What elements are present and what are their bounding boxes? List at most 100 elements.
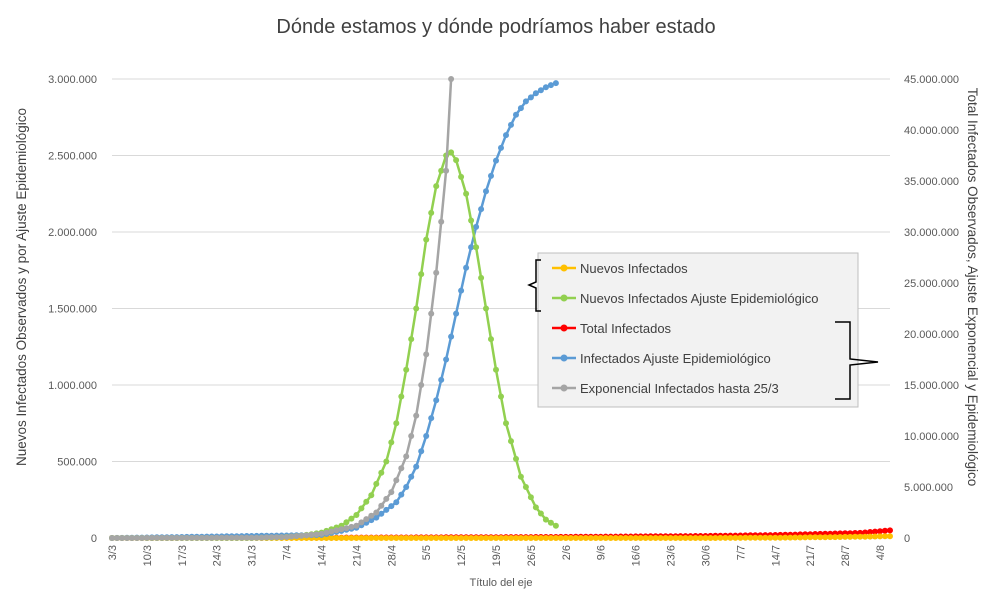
data-point	[373, 535, 380, 541]
x-tick: 21/7	[805, 545, 817, 566]
data-point	[478, 206, 485, 213]
data-point	[363, 498, 370, 505]
x-tick: 28/4	[386, 545, 398, 566]
data-point	[273, 534, 280, 541]
x-tick: 31/3	[247, 545, 259, 566]
data-point	[817, 534, 824, 541]
legend-marker	[560, 324, 568, 332]
data-point	[647, 535, 654, 541]
gridlines	[112, 78, 890, 539]
legend-marker	[560, 354, 568, 362]
data-point	[418, 271, 425, 278]
data-point	[542, 516, 549, 523]
data-point	[702, 535, 709, 541]
data-point	[607, 535, 614, 541]
data-point	[552, 80, 559, 87]
x-tick: 24/3	[212, 545, 224, 566]
data-point	[428, 209, 435, 216]
data-point	[622, 535, 629, 541]
data-point	[158, 534, 165, 541]
data-point	[483, 305, 489, 312]
data-point	[687, 535, 694, 541]
data-point	[537, 535, 544, 541]
data-point	[547, 519, 554, 526]
data-point	[637, 535, 644, 541]
data-point	[712, 535, 719, 541]
data-point	[527, 94, 534, 101]
data-point	[612, 535, 619, 541]
data-point	[882, 533, 888, 540]
data-point	[358, 535, 365, 541]
data-point	[887, 533, 893, 540]
data-point	[298, 532, 305, 539]
data-point	[383, 495, 390, 502]
data-point	[597, 535, 604, 541]
data-point	[503, 132, 509, 139]
data-point	[847, 533, 854, 540]
data-point	[537, 87, 544, 94]
data-point	[468, 217, 475, 224]
data-point	[522, 484, 529, 490]
data-point	[697, 535, 704, 541]
data-point	[133, 535, 140, 541]
x-tick: 4/8	[875, 545, 887, 560]
legend-entry: Infectados Ajuste Epidemiológico	[580, 351, 771, 366]
data-point	[338, 526, 345, 533]
data-point	[717, 534, 724, 541]
data-point	[827, 534, 834, 541]
data-point	[508, 438, 514, 445]
data-point	[837, 534, 844, 540]
data-point	[473, 244, 480, 251]
legend-entry: Total Infectados	[580, 321, 672, 336]
data-point	[348, 523, 355, 530]
data-point	[867, 533, 874, 540]
legend-box	[537, 252, 859, 408]
data-point	[383, 458, 390, 465]
data-point	[143, 534, 150, 541]
data-point	[443, 356, 450, 363]
data-point	[358, 519, 365, 526]
data-point	[383, 535, 390, 541]
data-point	[328, 528, 335, 535]
data-point	[453, 535, 460, 541]
series-exponencial-infectados-hasta-25-3	[109, 76, 455, 541]
data-point	[747, 534, 754, 541]
data-point	[517, 105, 524, 112]
data-point	[493, 535, 499, 541]
data-point	[468, 535, 475, 541]
data-point	[862, 529, 869, 536]
legend: Nuevos Infectados Nuevos Infectados Ajust…	[527, 252, 879, 408]
y-tick-left: 1.000.000	[48, 380, 97, 392]
data-point	[527, 535, 534, 541]
data-point	[173, 534, 180, 541]
x-tick: 14/7	[770, 545, 782, 566]
data-point	[473, 535, 480, 541]
x-tick: 16/6	[631, 545, 643, 566]
data-point	[498, 144, 504, 151]
data-point	[373, 514, 380, 521]
left-axis-ticks: 0 500.000 1.000.000 1.500.000 2.000.000 2.500…	[48, 74, 97, 545]
x-tick: 14/4	[316, 545, 328, 566]
data-point	[787, 534, 794, 541]
data-point	[343, 535, 350, 541]
data-point	[428, 310, 435, 317]
data-point	[403, 484, 410, 490]
data-point	[408, 535, 415, 541]
data-point	[353, 512, 360, 518]
data-point	[812, 534, 819, 541]
data-point	[772, 534, 779, 541]
y-tick-right: 15.000.000	[904, 380, 959, 392]
data-point	[483, 535, 489, 541]
data-point	[388, 489, 395, 496]
data-point	[453, 157, 460, 164]
legend-marker	[560, 384, 568, 392]
y-tick-left: 2.000.000	[48, 227, 97, 239]
data-point	[577, 535, 584, 541]
data-point	[493, 366, 499, 373]
data-point	[338, 535, 345, 541]
data-point	[513, 535, 519, 541]
data-point	[438, 535, 445, 541]
data-point	[413, 463, 420, 470]
data-point	[792, 534, 799, 541]
data-point	[592, 535, 599, 541]
